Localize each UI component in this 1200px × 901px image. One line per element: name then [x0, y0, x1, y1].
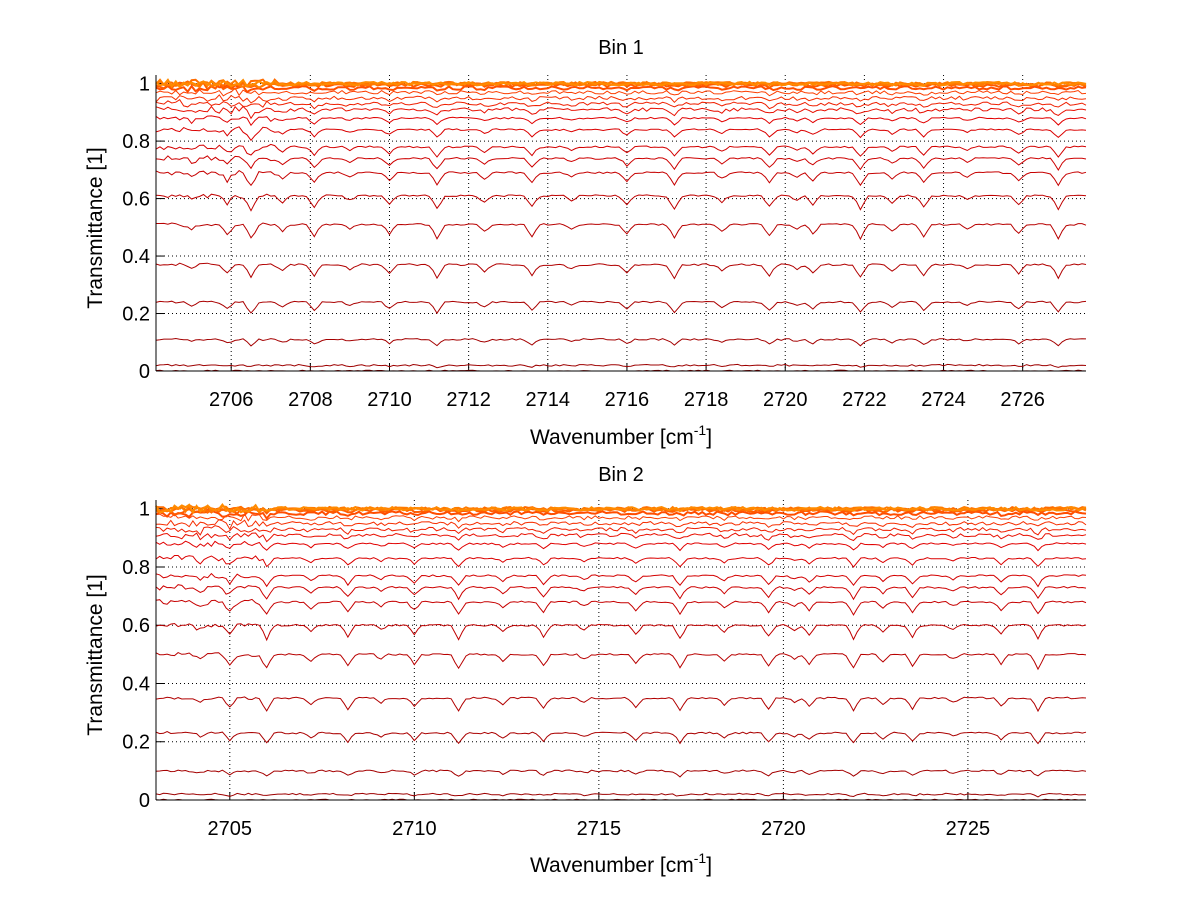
- series-line: [155, 105, 1087, 120]
- y-axis-label: Transmittance [1]: [84, 574, 107, 735]
- series-line: [155, 598, 1087, 616]
- series-line: [155, 94, 1087, 104]
- series-line: [155, 696, 1087, 713]
- y-tick-label: 0.8: [122, 557, 150, 579]
- plot-2: 2705 2710 2715 2720 2725 0 0.2 0.4 0.6 0.8 1 Bin 2 W…: [84, 464, 1087, 877]
- chart-title: Bin 2: [598, 464, 644, 486]
- series-line: [155, 300, 1087, 315]
- series-line: [155, 169, 1087, 187]
- series-line: [155, 555, 1087, 568]
- series-line: [155, 193, 1087, 212]
- y-tick-label: 0.2: [122, 732, 150, 754]
- series-line: [155, 730, 1087, 745]
- series-line: [155, 792, 1087, 798]
- series-line: [155, 525, 1087, 536]
- x-tick-label: 2720: [763, 389, 808, 411]
- x-tick-label: 2716: [605, 389, 650, 411]
- series-line: [155, 652, 1087, 671]
- x-tick-label: 2722: [842, 389, 887, 411]
- x-tick-label: 2710: [392, 818, 437, 840]
- series-line: [155, 622, 1087, 642]
- y-tick-label: 0: [139, 361, 150, 383]
- x-tick-label: 2724: [921, 389, 966, 411]
- series-line: [155, 509, 1087, 521]
- series-line: [155, 99, 1087, 110]
- x-tick-label: 2705: [208, 818, 253, 840]
- x-tick-label: 2708: [288, 389, 333, 411]
- y-tick-label: 1: [139, 499, 150, 521]
- series-line: [155, 540, 1087, 552]
- x-tick-label: 2726: [1000, 389, 1045, 411]
- series-line: [155, 155, 1087, 171]
- series-line: [155, 87, 1087, 97]
- chart-title: Bin 1: [598, 37, 644, 59]
- y-tick-label: 0.4: [122, 246, 150, 268]
- series-line: [155, 572, 1087, 588]
- series-line: [155, 503, 1087, 515]
- series-line: [155, 363, 1087, 369]
- y-axis-label: Transmittance [1]: [84, 147, 107, 308]
- x-tick-label: 2714: [526, 389, 571, 411]
- y-tick-label: 0.8: [122, 131, 150, 153]
- y-tick-label: 0.6: [122, 189, 150, 211]
- plot-1: 2706 2708 2710 2712 2714 2716 2718 2720 2722 2724…: [84, 37, 1087, 449]
- series-line: [156, 222, 1087, 241]
- y-tick-label: 0.6: [122, 615, 150, 637]
- series-line: [155, 126, 1087, 142]
- series-line: [155, 78, 1087, 89]
- series-line: [155, 512, 1087, 523]
- x-tick-label: 2725: [946, 818, 991, 840]
- y-tick-label: 0.2: [122, 304, 150, 326]
- series-line: [155, 143, 1087, 158]
- x-axis-label: Wavenumber [cm-1]: [530, 850, 712, 877]
- series-line: [155, 584, 1087, 601]
- y-tick-label: 0: [139, 790, 150, 812]
- series-line: [155, 519, 1087, 531]
- y-tick-label: 1: [139, 74, 150, 96]
- series-line: [155, 337, 1087, 347]
- series-line: [155, 83, 1087, 94]
- series-line: [155, 262, 1087, 280]
- x-axis-label: Wavenumber [cm-1]: [530, 422, 712, 449]
- x-tick-label: 2720: [761, 818, 806, 840]
- x-tick-label: 2712: [446, 389, 491, 411]
- x-tick-label: 2718: [684, 389, 729, 411]
- series-line: [155, 769, 1087, 778]
- x-tick-label: 2706: [209, 389, 254, 411]
- series-line: [155, 532, 1087, 543]
- series-line: [155, 115, 1087, 127]
- x-tick-label: 2710: [367, 389, 412, 411]
- x-tick-label: 2715: [577, 818, 622, 840]
- y-tick-label: 0.4: [122, 673, 150, 695]
